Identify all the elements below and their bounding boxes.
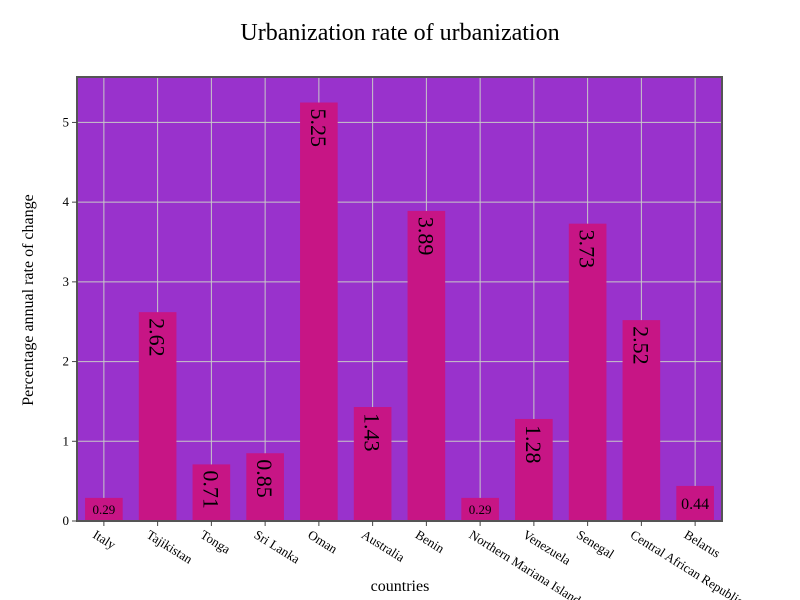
y-axis-ticks: 0 1 2 3 4 5: [63, 114, 77, 528]
x-tick-label: Senegal: [574, 527, 617, 562]
bar: [192, 464, 231, 521]
plot-frame: [76, 76, 723, 522]
x-tick-label: Benin: [413, 527, 448, 556]
bar: [568, 223, 607, 521]
x-tick-label: Australia: [359, 527, 408, 565]
x-tick-label: Italy: [90, 527, 119, 553]
bar-value-label: 1.43: [360, 413, 385, 452]
x-tick-label: Oman: [305, 527, 340, 557]
plot-area: [77, 77, 722, 521]
x-axis-label: countries: [371, 578, 430, 595]
bar: [246, 453, 284, 521]
bar-value-label: 3.89: [413, 217, 438, 256]
x-tick-label: Belarus: [682, 527, 724, 561]
bar: [622, 320, 661, 521]
bar-value-label: 2.62: [145, 318, 170, 357]
bar: [676, 485, 714, 521]
bars: [85, 102, 714, 521]
y-tick-label: 3: [63, 274, 70, 289]
x-tick-label: Sri Lanka: [252, 527, 303, 567]
y-tick-label: 1: [63, 433, 70, 448]
bar-value-label: 0.29: [93, 502, 116, 517]
bar-value-label: 0.44: [681, 496, 709, 513]
bar: [353, 407, 392, 521]
bar: [461, 497, 499, 521]
bar-value-label: 2.52: [628, 326, 653, 365]
data-labels: 0.29 2.62 0.71 0.85 5.25 1.43 3.89 0.29 1.28 3.73…: [93, 109, 710, 517]
bar: [407, 210, 446, 521]
chart-title: Urbanization rate of urbanization: [240, 20, 559, 46]
y-tick-label: 0: [63, 513, 70, 528]
y-tick-label: 5: [63, 114, 70, 129]
y-axis-label: Percentage annual rate of change: [20, 194, 37, 405]
y-tick-label: 4: [63, 194, 70, 209]
bar-value-label: 0.29: [469, 502, 492, 517]
bar-value-label: 1.28: [521, 425, 546, 464]
bar: [85, 497, 123, 521]
bar-value-label: 5.25: [306, 109, 331, 148]
bar-value-label: 3.73: [575, 230, 600, 269]
x-tick-label: Tonga: [198, 527, 234, 557]
y-tick-label: 2: [63, 354, 70, 369]
bar: [138, 312, 177, 521]
bar: [300, 102, 338, 521]
x-tick-label: Tajikistan: [144, 527, 196, 567]
bar: [515, 418, 553, 521]
bar-value-label: 0.71: [198, 470, 223, 509]
bar-value-label: 0.85: [252, 459, 277, 498]
